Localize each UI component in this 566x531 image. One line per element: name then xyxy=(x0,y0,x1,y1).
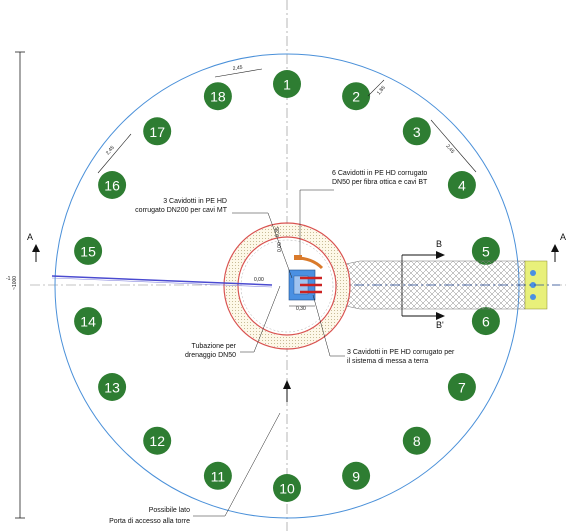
duct-offset-x-label: 0,00 xyxy=(254,277,264,283)
earthing-terminal-2 xyxy=(530,282,536,288)
pile-7 xyxy=(447,373,476,401)
mt-ducts-note-line2: corrugato DN200 per cavi MT xyxy=(135,207,228,214)
duct-height-label: 0,35 xyxy=(275,227,281,237)
duct-offset-y-label: 0,00 xyxy=(277,242,283,252)
pile-label-6: 6 xyxy=(482,314,490,330)
pile-spacing-top-label: 2,45 xyxy=(232,65,243,72)
pile-label-16: 16 xyxy=(104,178,120,194)
pile-gap-small-label: 1,85 xyxy=(376,85,387,96)
pile-label-5: 5 xyxy=(482,243,490,259)
pile-17 xyxy=(143,117,172,146)
pile-12 xyxy=(143,426,172,455)
pile-9 xyxy=(342,461,371,490)
fiber-ducts-note-line2: DN50 per fibra ottica e cavi BT xyxy=(332,179,428,186)
plinth-outer-rebar xyxy=(223,222,351,350)
overall-diameter-label: ~1000 xyxy=(12,276,18,290)
pile-10 xyxy=(273,474,301,502)
pile-2 xyxy=(342,82,371,111)
earthing-terminal-1 xyxy=(530,270,536,276)
pile-16 xyxy=(98,171,127,199)
pile-15 xyxy=(74,236,103,265)
svg-text:A': A' xyxy=(560,232,566,242)
pile-spacing-left-label: 2,45 xyxy=(105,145,116,156)
svg-text:B': B' xyxy=(436,320,444,330)
pile-label-12: 12 xyxy=(149,433,165,449)
pile-1 xyxy=(273,70,301,98)
drainage-pipe xyxy=(51,275,273,286)
pile-label-3: 3 xyxy=(413,124,421,140)
pile-spacing-right-label: 2,45 xyxy=(444,143,455,154)
pile-label-14: 14 xyxy=(80,314,96,330)
drainage-note-line1: Tubazione per xyxy=(192,343,237,350)
pile-label-17: 17 xyxy=(149,124,165,140)
pile-5 xyxy=(471,236,500,265)
pile-3 xyxy=(402,117,431,146)
tower-door-note-line1: Possibile lato xyxy=(149,507,190,514)
pile-label-2: 2 xyxy=(352,89,360,105)
svg-text:B: B xyxy=(436,239,442,249)
pile-14 xyxy=(74,307,103,336)
leader-lines xyxy=(193,189,345,517)
section-b-marker: B B' xyxy=(401,239,445,330)
svg-text:A: A xyxy=(27,232,33,242)
section-a-right-marker: A' xyxy=(551,232,566,262)
earthing-note-line2: il sistema di messa a terra xyxy=(347,358,428,365)
minus-one-label: -1 xyxy=(6,276,11,282)
pile-label-10: 10 xyxy=(279,481,295,497)
pile-6 xyxy=(471,307,500,336)
mt-ducts-note-line1: 3 Cavidotti in PE HD xyxy=(163,198,227,205)
drainage-note-line2: drenaggio DN50 xyxy=(185,352,236,359)
pile-11 xyxy=(203,461,232,490)
plinth-ring-band xyxy=(225,224,349,348)
pile-label-18: 18 xyxy=(210,89,226,105)
pile-label-7: 7 xyxy=(458,380,466,396)
pile-spacing-dimensions xyxy=(97,68,477,174)
section-a-left-marker: A xyxy=(27,232,40,262)
pile-label-9: 9 xyxy=(352,468,360,484)
fiber-ducts-note-line1: 6 Cavidotti in PE HD corrugato xyxy=(332,170,427,177)
pile-label-8: 8 xyxy=(413,433,421,449)
pile-18 xyxy=(203,82,232,111)
pile-label-15: 15 xyxy=(80,243,96,259)
pile-label-1: 1 xyxy=(283,77,291,93)
pile-label-4: 4 xyxy=(458,178,466,194)
pile-8 xyxy=(402,426,431,455)
pile-label-13: 13 xyxy=(104,380,120,396)
duct-width-label: 0,30 xyxy=(296,306,306,312)
earthing-terminal-3 xyxy=(530,294,536,300)
pile-13 xyxy=(98,373,127,401)
pile-label-11: 11 xyxy=(211,468,226,484)
tower-door-note-line2: Porta di accesso alla torre xyxy=(109,518,190,525)
pile-4 xyxy=(447,171,476,199)
earthing-note-line1: 3 Cavidotti in PE HD corrugato per xyxy=(347,349,455,356)
